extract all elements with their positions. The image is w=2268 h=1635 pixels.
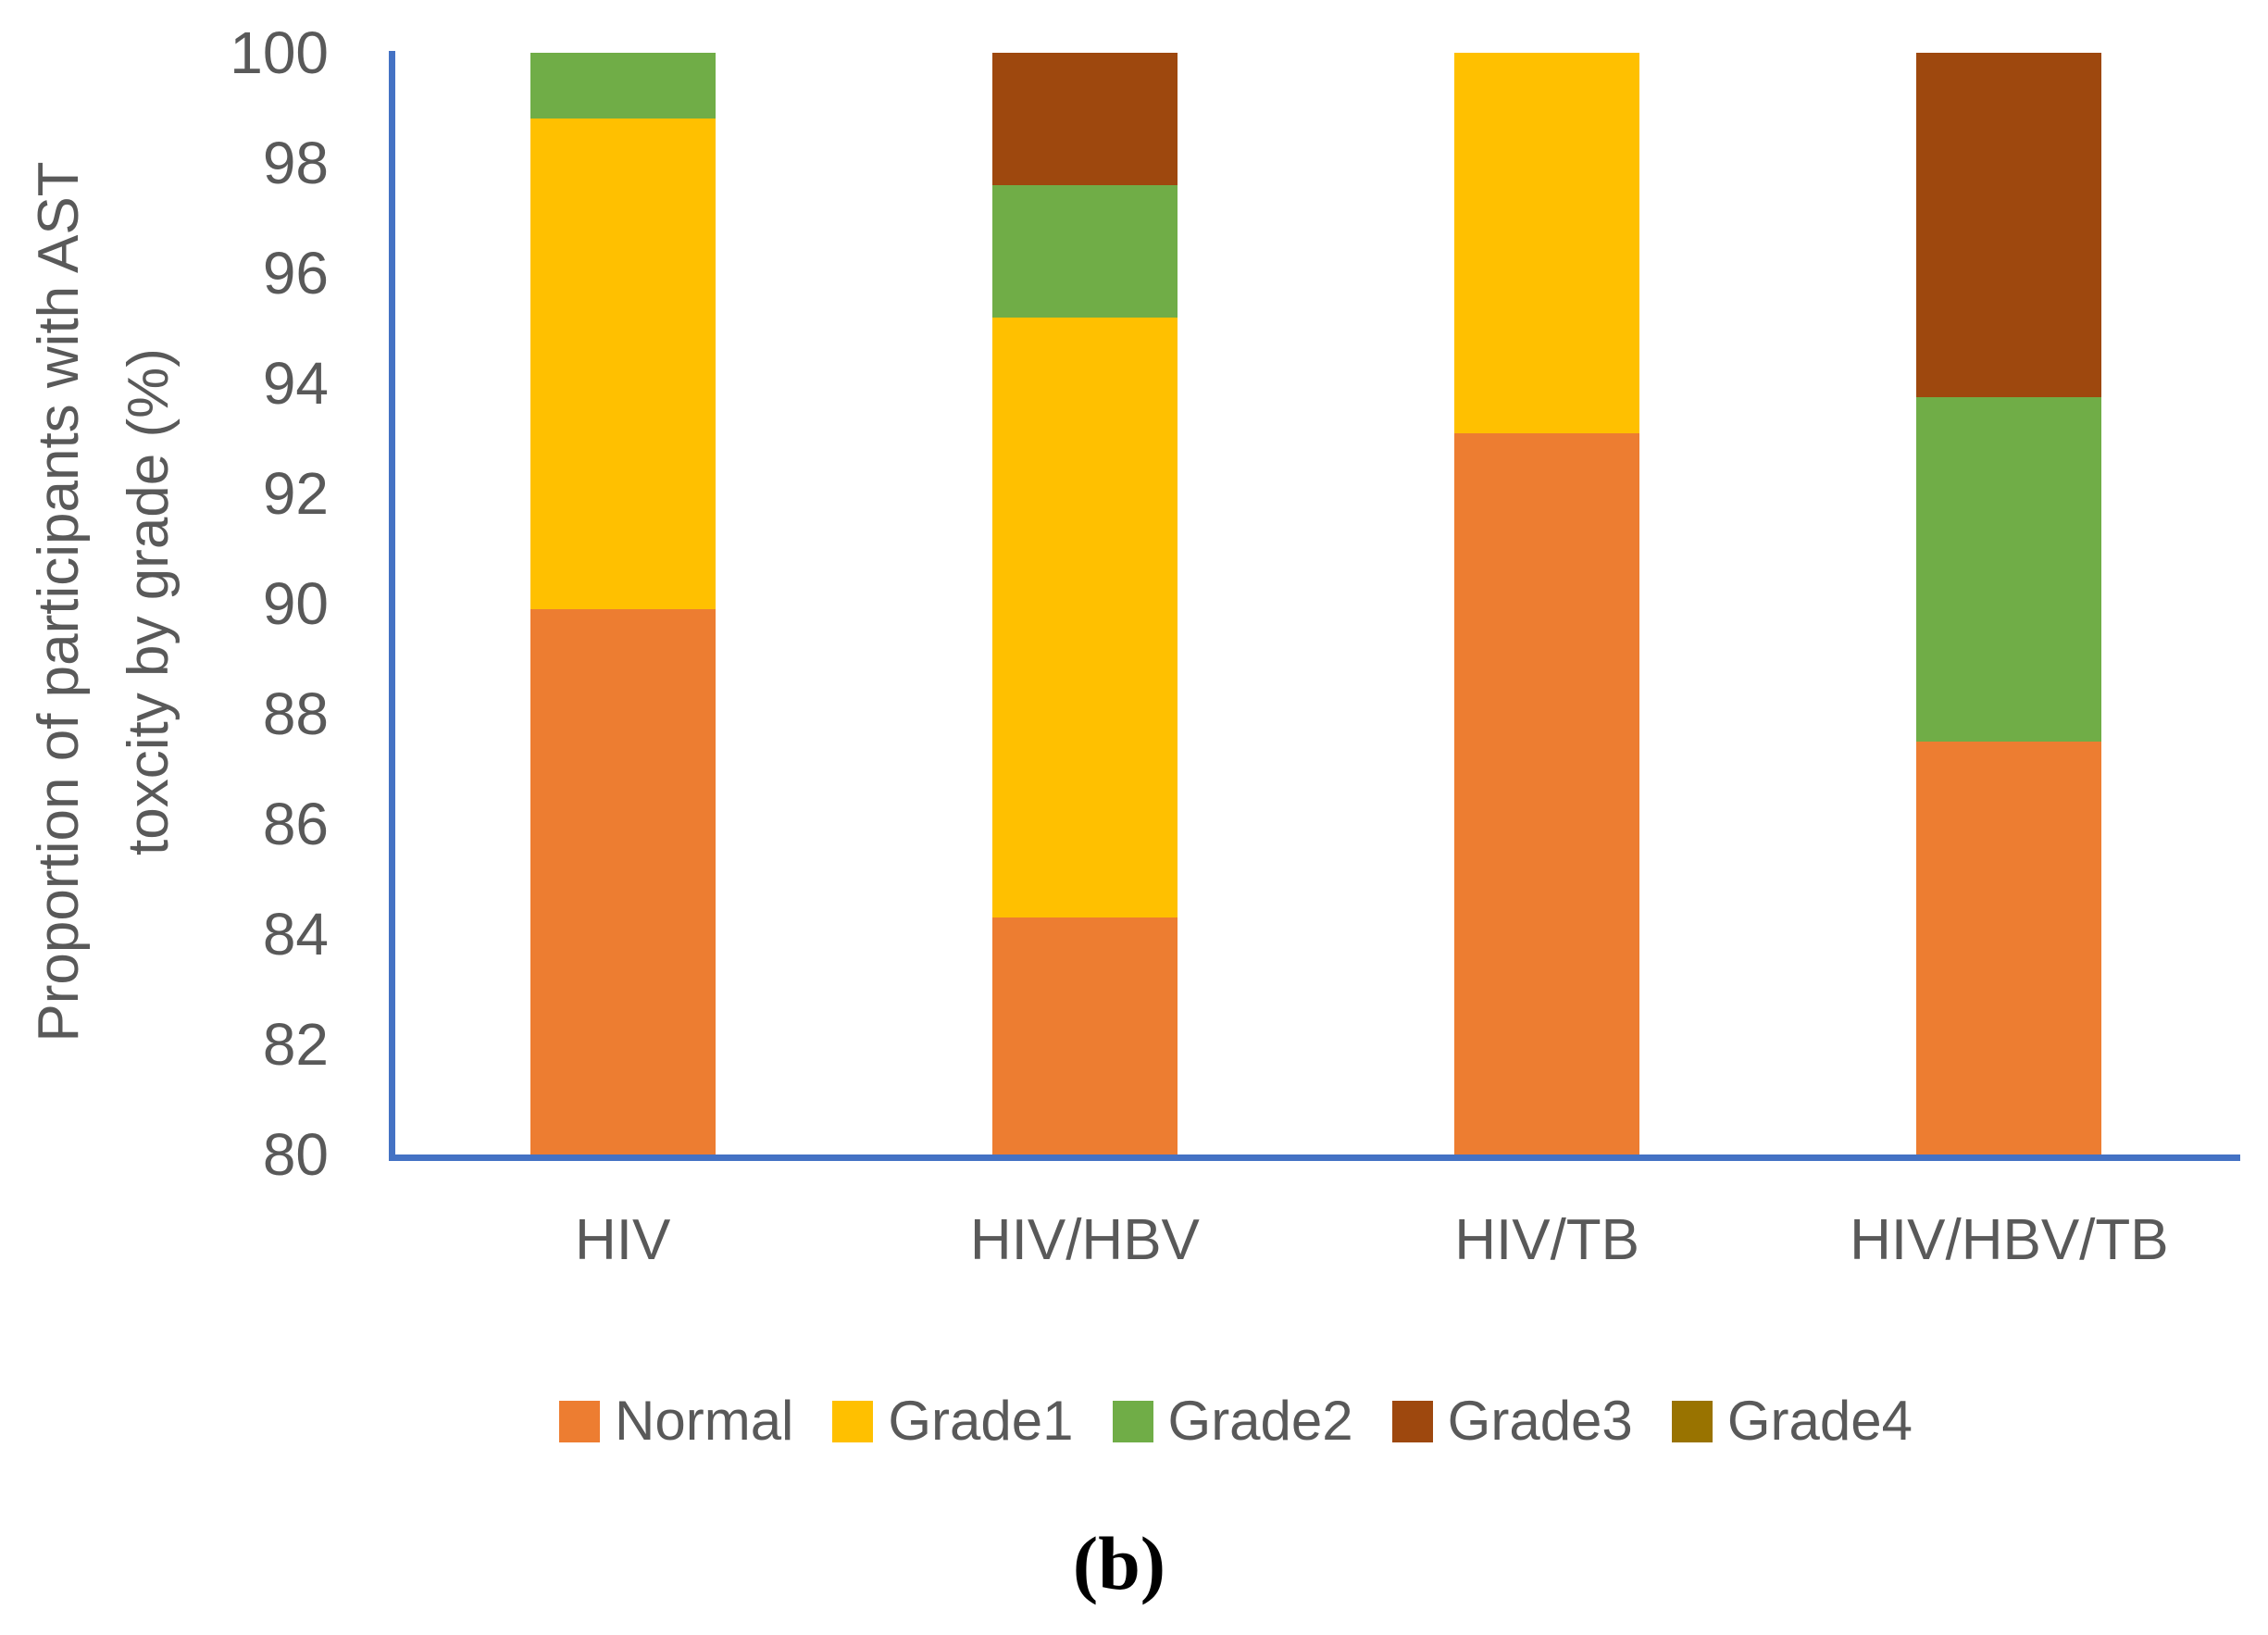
x-axis-label-HIV: HIV xyxy=(574,1208,671,1272)
bar-segment-HIV-HBV-TB-Grade2 xyxy=(1916,396,2102,742)
legend-label-Grade3: Grade3 xyxy=(1447,1390,1633,1452)
bar-segment-HIV-HBV-TB-Grade3 xyxy=(1916,53,2102,397)
bar-segment-HIV-Grade1 xyxy=(530,119,716,609)
y-axis-tick-label-90: 90 xyxy=(262,570,329,637)
bar-segment-HIV-TB-Normal xyxy=(1454,432,1640,1154)
legend-swatch-Grade4 xyxy=(1671,1400,1713,1442)
chart-legend: Normal Grade1 Grade2 Grade3 Grade4 xyxy=(204,1391,2268,1452)
x-axis-label-HIV-HBV: HIV/HBV xyxy=(969,1208,1200,1272)
legend-label-Grade1: Grade1 xyxy=(888,1390,1074,1452)
legend-label-Grade4: Grade4 xyxy=(1726,1390,1913,1452)
legend-swatch-Grade2 xyxy=(1112,1400,1153,1442)
bar-segment-HIV-Normal xyxy=(530,608,716,1154)
y-axis-line xyxy=(389,51,395,1161)
bar-segment-HIV-Grade2 xyxy=(530,53,716,119)
y-axis-tick-label-80: 80 xyxy=(262,1121,329,1188)
y-axis-tick-label-88: 88 xyxy=(262,680,329,747)
bar-segment-HIV-HBV-Grade3 xyxy=(991,53,1178,185)
legend-item-Grade3: Grade3 xyxy=(1391,1390,1633,1452)
figure-caption: (b) xyxy=(1072,1521,1166,1605)
y-axis-tick-label-98: 98 xyxy=(262,130,329,196)
x-axis-line xyxy=(389,1154,2240,1161)
legend-swatch-Normal xyxy=(559,1400,601,1442)
legend-item-Grade4: Grade4 xyxy=(1671,1390,1913,1452)
bar-segment-HIV-HBV-TB-Normal xyxy=(1916,741,2102,1154)
bar-segment-HIV-HBV-Grade2 xyxy=(991,184,1178,318)
y-axis-tick-label-100: 100 xyxy=(230,19,329,86)
bar-segment-HIV-HBV-Grade1 xyxy=(991,317,1178,918)
y-axis-tick-label-96: 96 xyxy=(262,240,329,306)
y-axis-tick-label-82: 82 xyxy=(262,1011,329,1078)
y-axis-tick-label-86: 86 xyxy=(262,791,329,857)
y-axis-tick-label-84: 84 xyxy=(262,901,329,967)
x-axis-label-HIV-HBV-TB: HIV/HBV/TB xyxy=(1850,1208,2169,1272)
bar-segment-HIV-TB-Grade1 xyxy=(1454,53,1640,433)
legend-label-Grade2: Grade2 xyxy=(1167,1390,1353,1452)
y-axis-tick-label-92: 92 xyxy=(262,460,329,527)
y-axis-tick-label-94: 94 xyxy=(262,350,329,417)
bar-segment-HIV-HBV-Normal xyxy=(991,917,1178,1154)
legend-item-Grade1: Grade1 xyxy=(832,1390,1074,1452)
legend-item-Normal: Normal xyxy=(559,1391,793,1452)
legend-swatch-Grade3 xyxy=(1391,1400,1433,1442)
x-axis-label-HIV-TB: HIV/TB xyxy=(1454,1208,1640,1272)
legend-label-Normal: Normal xyxy=(615,1390,794,1452)
legend-item-Grade2: Grade2 xyxy=(1112,1390,1353,1452)
legend-swatch-Grade1 xyxy=(832,1400,874,1442)
